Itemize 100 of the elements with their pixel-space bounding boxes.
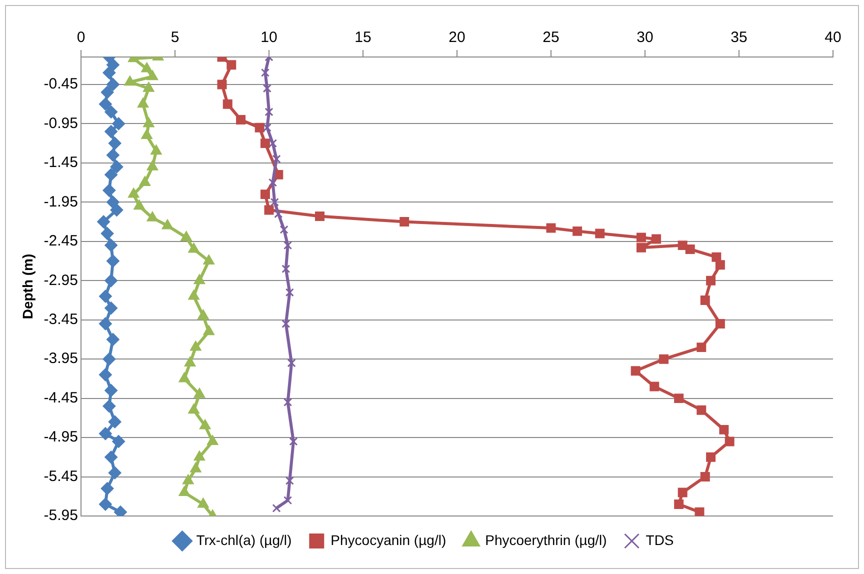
point <box>274 210 283 218</box>
y-tick-label: -0.95 <box>44 114 78 132</box>
x-tick-label: 40 <box>824 29 842 46</box>
point <box>595 228 605 238</box>
point <box>106 148 120 162</box>
point <box>98 498 112 511</box>
point <box>719 424 729 434</box>
x-tick-label: 30 <box>636 29 654 46</box>
legend-label: TDS <box>646 532 674 548</box>
point <box>194 274 206 284</box>
point <box>315 212 324 222</box>
y-tick-label: -5.95 <box>44 507 78 524</box>
point <box>260 138 270 148</box>
point <box>104 105 118 118</box>
point <box>142 117 154 128</box>
point <box>287 358 296 368</box>
point <box>190 462 202 472</box>
point <box>146 70 158 80</box>
point <box>178 372 190 382</box>
legend-label: Trx-chl(a) (µg/l) <box>196 532 292 548</box>
point <box>182 474 194 484</box>
y-axis-title: Depth (m) <box>19 254 36 320</box>
point <box>264 205 274 215</box>
point <box>264 108 274 116</box>
x-tick-label: 5 <box>170 29 180 46</box>
point <box>184 356 196 366</box>
point <box>97 215 110 228</box>
point <box>203 254 215 264</box>
point <box>197 498 209 508</box>
point <box>150 144 162 155</box>
point <box>270 198 279 206</box>
legend-label: Phycoerythrin (µg/l) <box>485 532 607 548</box>
point <box>188 404 200 414</box>
point <box>236 115 246 125</box>
point <box>98 317 112 330</box>
point <box>203 325 215 336</box>
point <box>706 452 716 462</box>
y-tick-label: -2.45 <box>44 232 78 250</box>
point <box>217 80 227 90</box>
point <box>630 366 640 376</box>
point <box>674 499 684 509</box>
point <box>137 98 149 108</box>
point <box>400 217 410 227</box>
point <box>694 507 704 516</box>
point <box>134 200 145 210</box>
point <box>272 504 281 512</box>
point <box>572 226 582 236</box>
point <box>194 388 206 398</box>
point <box>546 223 556 233</box>
y-tick-label: -1.95 <box>44 193 78 210</box>
point <box>188 290 200 300</box>
point <box>98 427 112 440</box>
point <box>696 405 706 415</box>
point <box>162 219 174 230</box>
point <box>226 60 236 70</box>
y-tick-label: -1.45 <box>44 154 78 172</box>
point <box>112 434 126 448</box>
point <box>146 211 158 222</box>
point <box>110 160 124 174</box>
point <box>280 225 288 234</box>
point <box>724 436 734 446</box>
point <box>104 274 118 288</box>
point <box>268 178 278 187</box>
point <box>108 466 122 480</box>
point <box>715 260 725 270</box>
x-tick-label: 15 <box>354 29 372 46</box>
point <box>146 160 158 170</box>
point <box>190 340 202 351</box>
point <box>194 450 206 461</box>
point <box>108 136 122 150</box>
point <box>104 302 118 315</box>
point <box>260 190 270 200</box>
point <box>98 368 112 382</box>
point <box>100 482 114 496</box>
point <box>124 76 136 86</box>
point <box>98 290 112 303</box>
point <box>141 128 152 139</box>
point <box>706 276 716 286</box>
point <box>104 450 118 464</box>
point <box>652 234 662 244</box>
point <box>104 384 118 397</box>
point <box>715 319 725 329</box>
point <box>674 394 684 404</box>
point <box>98 98 112 111</box>
point <box>268 139 278 148</box>
point <box>650 382 660 392</box>
point <box>106 332 120 346</box>
point <box>262 123 272 132</box>
point <box>102 66 116 80</box>
point <box>106 196 120 209</box>
point <box>128 188 140 198</box>
point <box>284 398 292 407</box>
point <box>104 125 118 138</box>
point <box>282 264 290 274</box>
point <box>222 99 232 109</box>
point <box>139 176 151 186</box>
point <box>282 319 290 328</box>
x-tick-label: 35 <box>730 29 748 46</box>
point <box>289 437 298 446</box>
point <box>100 86 114 99</box>
